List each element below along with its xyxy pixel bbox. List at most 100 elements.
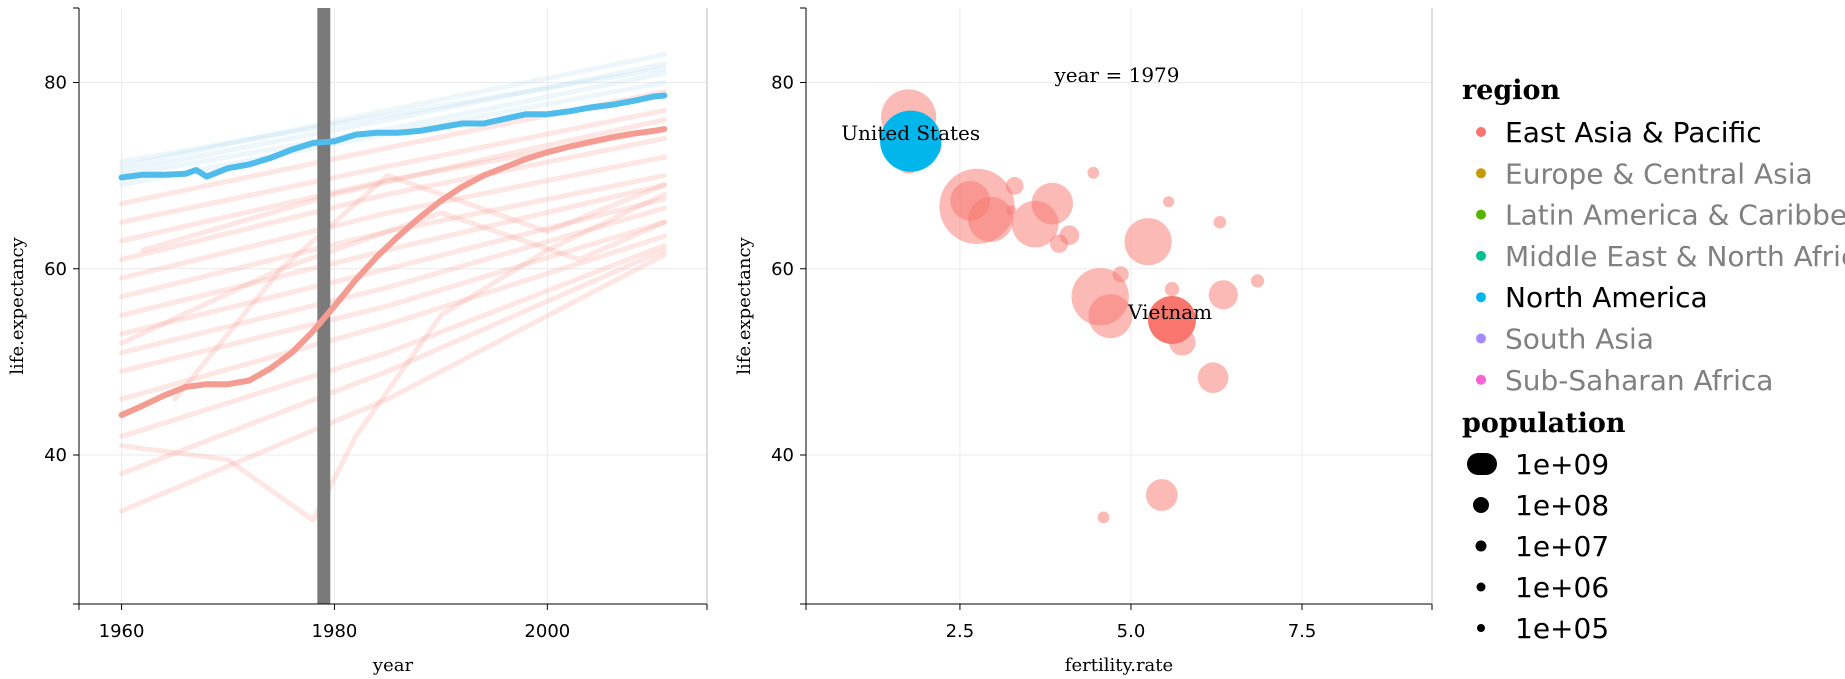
- legend-region-items: East Asia & Pacific Europe & Central Asia…: [1476, 116, 1845, 397]
- background-series-line: [119, 210, 667, 346]
- legend-region-label: North America: [1505, 281, 1708, 314]
- left-x-tick-label: 1980: [312, 621, 358, 642]
- legend-population-swatch: [1473, 497, 1489, 513]
- legend-population-swatch: [1475, 540, 1487, 552]
- background-series-line: [119, 252, 667, 514]
- legend-population-item: 1e+08: [1473, 489, 1609, 522]
- legend-population-item: 1e+09: [1467, 448, 1609, 481]
- left-x-tick-label: 2000: [524, 621, 570, 642]
- fertility-vs-life-expectancy-panel: year = 1979 United States Vietnam 2.5 5.0 7…: [734, 7, 1433, 676]
- left-x-axis-title: year: [372, 655, 414, 676]
- legend-region-item[interactable]: Sub-Saharan Africa: [1476, 364, 1773, 397]
- scatter-point[interactable]: [1124, 218, 1172, 266]
- scatter-point[interactable]: [1213, 215, 1227, 229]
- series-line-united-states[interactable]: [118, 92, 668, 181]
- scatter-point[interactable]: [1145, 479, 1178, 511]
- legend-region-swatch: [1476, 168, 1486, 179]
- scatter-point[interactable]: [1164, 282, 1180, 297]
- series-line-vietnam[interactable]: [118, 126, 668, 418]
- legend-population-item: 1e+07: [1475, 530, 1609, 563]
- left-x-tick-label: 1960: [99, 621, 145, 642]
- left-axes: 1960 1980 2000 40 60 80: [44, 7, 708, 642]
- legend-region-label: Middle East & North Africa: [1505, 240, 1845, 273]
- point-united-states[interactable]: [880, 110, 942, 172]
- scatter-point[interactable]: [1208, 280, 1238, 310]
- legend-region-item[interactable]: East Asia & Pacific: [1476, 116, 1762, 149]
- legend-population-title: population: [1462, 408, 1626, 439]
- current-year-marker[interactable]: [317, 8, 331, 604]
- scatter-point[interactable]: [1163, 196, 1175, 208]
- left-background-series: [119, 52, 667, 523]
- background-series-line: [119, 135, 667, 262]
- legend: region East Asia & Pacific Europe & Centr…: [1462, 75, 1845, 645]
- legend-region-item[interactable]: Middle East & North Africa: [1476, 240, 1845, 273]
- legend-population-label: 1e+09: [1515, 448, 1609, 481]
- right-x-tick-label: 7.5: [1288, 621, 1317, 642]
- scatter-point[interactable]: [1097, 511, 1110, 524]
- background-series-line: [140, 117, 667, 253]
- left-y-tick-label: 80: [44, 73, 67, 94]
- point-label-vietnam: Vietnam: [1127, 300, 1212, 324]
- legend-population-swatch: [1467, 453, 1497, 475]
- point-vietnam[interactable]: [1148, 296, 1196, 344]
- right-y-axis-title: life.expectancy: [734, 236, 755, 374]
- scatter-point[interactable]: [1049, 234, 1069, 253]
- legend-population-label: 1e+06: [1515, 571, 1609, 604]
- legend-region-swatch: [1476, 374, 1486, 385]
- legend-population-swatch: [1477, 624, 1485, 632]
- life-expectancy-over-time-panel: 1960 1980 2000 40 60 80 year life.expectancy: [7, 7, 708, 676]
- legend-population-label: 1e+07: [1515, 530, 1609, 563]
- scatter-point[interactable]: [1031, 182, 1074, 225]
- right-y-tick-label: 80: [771, 73, 794, 94]
- scatter-point[interactable]: [1250, 274, 1265, 288]
- right-x-tick-label: 5.0: [1117, 621, 1146, 642]
- background-series-line: [119, 173, 667, 300]
- point-label-united-states: United States: [841, 121, 980, 145]
- background-series-line: [119, 154, 667, 281]
- background-series-line: [119, 233, 667, 402]
- legend-region-label: Latin America & Caribbean: [1505, 199, 1845, 232]
- background-series-line: [119, 191, 667, 523]
- scatter-points: [880, 89, 1265, 524]
- background-series-line: [119, 61, 667, 174]
- left-y-tick-label: 60: [44, 259, 67, 280]
- legend-population-item: 1e+05: [1477, 612, 1609, 645]
- legend-region-item[interactable]: Europe & Central Asia: [1476, 157, 1813, 190]
- background-series-line: [119, 219, 667, 374]
- background-series-line: [119, 66, 667, 165]
- background-series-line: [119, 107, 667, 225]
- right-y-tick-label: 40: [771, 445, 794, 466]
- right-y-tick-label: 60: [771, 259, 794, 280]
- scatter-point[interactable]: [1197, 362, 1229, 394]
- legend-region-item[interactable]: South Asia: [1476, 323, 1654, 356]
- scatter-point[interactable]: [1006, 205, 1017, 216]
- left-gridlines: [79, 8, 707, 604]
- legend-population-swatch: [1476, 582, 1486, 592]
- background-series-line: [119, 243, 667, 439]
- right-x-axis-title: fertility.rate: [1065, 655, 1173, 676]
- background-series-line: [119, 52, 667, 169]
- legend-population-item: 1e+06: [1476, 571, 1609, 604]
- background-series-line: [119, 247, 667, 477]
- scatter-point[interactable]: [1087, 166, 1100, 179]
- background-series-line: [172, 173, 667, 402]
- scatter-point-labels: United States Vietnam: [841, 121, 1212, 324]
- scatter-point[interactable]: [950, 181, 990, 221]
- scatter-point[interactable]: [1005, 177, 1024, 195]
- legend-region-swatch: [1476, 127, 1486, 137]
- legend-region-item[interactable]: Latin America & Caribbean: [1476, 199, 1845, 232]
- legend-region-swatch: [1476, 250, 1486, 261]
- legend-region-label: Europe & Central Asia: [1505, 157, 1813, 190]
- background-series-line: [119, 196, 667, 337]
- legend-region-swatch: [1476, 292, 1486, 303]
- right-x-tick-label: 2.5: [946, 621, 975, 642]
- scatter-point[interactable]: [1112, 266, 1129, 283]
- background-series-line: [119, 205, 667, 356]
- legend-region-label: South Asia: [1505, 323, 1654, 356]
- scatter-point[interactable]: [1088, 294, 1133, 339]
- legend-population-items: 1e+09 1e+08 1e+07 1e+06 1e+05: [1467, 448, 1609, 645]
- left-y-tick-label: 40: [44, 445, 67, 466]
- legend-region-item[interactable]: North America: [1476, 281, 1708, 314]
- legend-population-label: 1e+08: [1515, 489, 1609, 522]
